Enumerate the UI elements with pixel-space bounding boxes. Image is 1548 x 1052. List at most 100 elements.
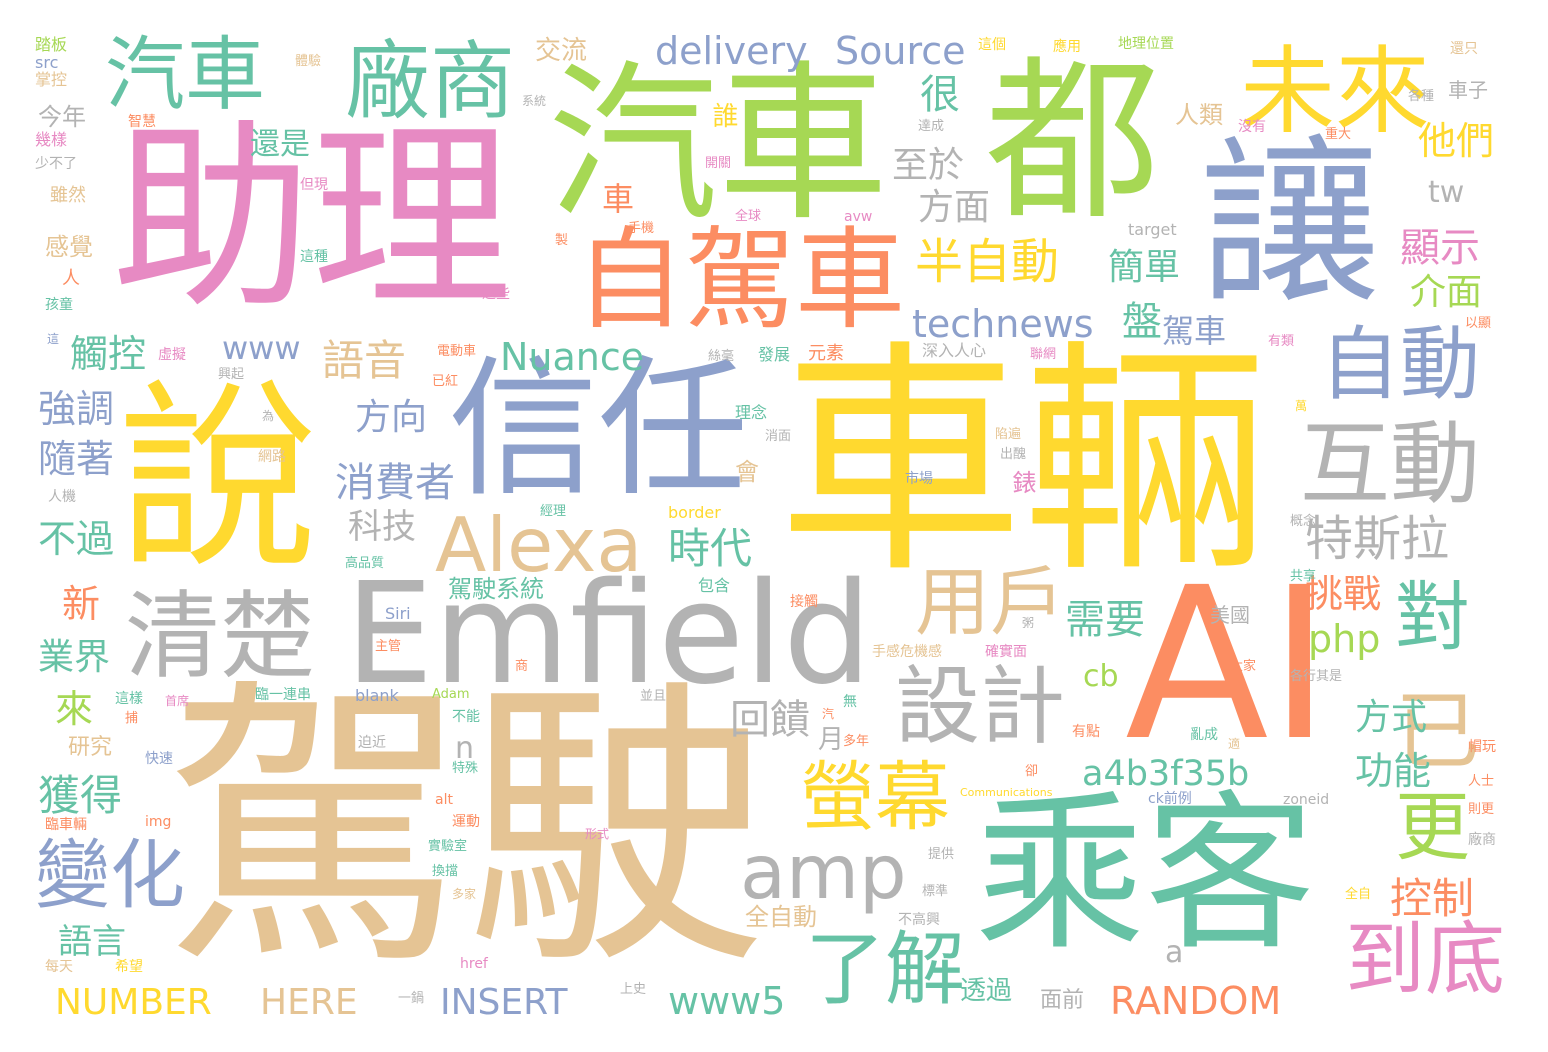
word: delivery (655, 29, 808, 73)
word: 感覺 (45, 233, 93, 261)
word: 陷遍 (995, 427, 1022, 442)
word: 掌控 (35, 70, 68, 89)
word: 時代 (668, 524, 753, 573)
word: 開關 (705, 156, 732, 171)
word: 人類 (1175, 101, 1223, 129)
word: 少不了 (35, 156, 77, 172)
word: 科技 (348, 507, 416, 547)
word: 理念 (735, 403, 768, 422)
word: 這個 (978, 37, 1006, 53)
word: 包含 (698, 576, 731, 595)
word: 卻 (1025, 764, 1039, 779)
word: 虛擬 (158, 347, 186, 363)
word: 會 (735, 458, 759, 486)
word: 新 (62, 582, 101, 626)
word: 亂成 (1190, 727, 1218, 743)
word: 以顯 (1465, 316, 1492, 331)
word: border (668, 503, 721, 522)
word: 信任 (448, 343, 749, 517)
word: 廠商 (345, 33, 516, 132)
word: 不高興 (898, 912, 940, 928)
word: 功能 (1355, 749, 1432, 793)
word: amp (740, 828, 907, 916)
word: 網路 (258, 449, 286, 465)
word: 但現 (300, 177, 328, 193)
word: 控制 (1390, 874, 1475, 923)
word: 不過 (38, 517, 115, 561)
word: 商 (515, 659, 529, 674)
word: 則更 (1468, 802, 1495, 817)
word: Communications (960, 786, 1053, 799)
word: 捕 (125, 711, 139, 726)
word: 手機 (628, 221, 655, 236)
word: 互動 (1300, 412, 1480, 517)
word: a (1165, 935, 1184, 970)
word: 還只 (1450, 41, 1478, 57)
word: href (460, 956, 488, 972)
word: 系統 (522, 94, 547, 108)
word: 汽 (822, 707, 835, 721)
word: 適 (1228, 737, 1241, 751)
word: 手感危機感 (872, 644, 942, 660)
word: 孩童 (45, 297, 73, 313)
word: 興起 (218, 367, 245, 382)
word: 有類 (1268, 334, 1295, 349)
word: target (1128, 220, 1177, 239)
word: 清楚 (125, 582, 316, 692)
word: 語音 (322, 336, 407, 385)
word: 獲得 (38, 771, 123, 820)
word: ck前例 (1148, 791, 1192, 807)
word: 消面 (765, 429, 792, 444)
word: 希望 (115, 959, 143, 975)
word: 上史 (620, 982, 647, 997)
word: 多家 (452, 887, 477, 901)
word: 萬 (1295, 399, 1308, 413)
word: 挑戰 (1305, 572, 1382, 616)
word: NUMBER (55, 982, 212, 1023)
word: 首席 (165, 694, 190, 708)
word: 簡單 (1108, 247, 1181, 288)
word: 元素 (808, 343, 844, 364)
word: 智慧 (128, 114, 156, 130)
word: 概念 (1290, 514, 1317, 529)
word: 面前 (1040, 988, 1085, 1013)
word: alt (435, 792, 453, 808)
word: 車 (597, 182, 635, 214)
word: 聯網 (1030, 347, 1057, 362)
word: 廠商 (1468, 832, 1496, 848)
word: 製 (555, 233, 569, 248)
word: 無 (843, 694, 857, 710)
word: 對 (1395, 573, 1471, 661)
word: 他們 (1418, 119, 1495, 163)
word: Emfield (345, 553, 872, 716)
word: 未來 (1240, 37, 1431, 147)
word: 方向 (355, 397, 428, 438)
word: 發展 (758, 345, 791, 364)
word: cb (1083, 659, 1119, 694)
word: 人士 (1468, 774, 1495, 789)
word: a4b3f35b (1082, 754, 1250, 794)
word: 形式 (585, 827, 610, 841)
word: 需要 (1065, 597, 1145, 643)
word: 這 (47, 332, 60, 346)
word: 駕車 (1162, 312, 1227, 350)
word: 人機 (48, 489, 76, 505)
word: 運動 (452, 814, 480, 830)
word: 來 (55, 687, 94, 731)
word: 臨一連串 (255, 687, 311, 703)
word: 還是 (250, 127, 310, 162)
word: 車輛 (778, 320, 1268, 605)
word: 全自 (1345, 887, 1372, 902)
word: 共享 (1290, 569, 1317, 584)
word: 特殊 (452, 761, 479, 776)
word: 應用 (1053, 39, 1081, 55)
word: 了解 (805, 923, 965, 1016)
word: 接觸 (790, 594, 818, 610)
word: 都 (985, 41, 1160, 244)
word: 語言 (58, 922, 126, 962)
word: 回饋 (730, 697, 810, 743)
word: n (455, 731, 475, 766)
word: 透過 (960, 976, 1013, 1006)
word: www (222, 329, 301, 367)
word: 主管 (375, 639, 402, 654)
